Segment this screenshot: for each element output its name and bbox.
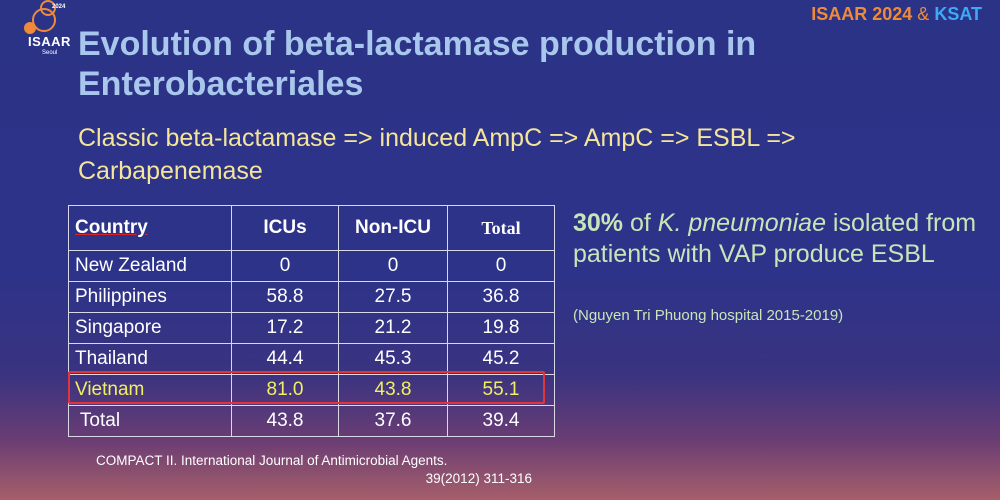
logo-name: ISAAR — [28, 34, 71, 49]
cell-country: Singapore — [68, 312, 232, 344]
cell-total: 19.8 — [447, 312, 555, 344]
header-total: Total — [447, 205, 555, 251]
reference-line-1: COMPACT II. International Journal of Ant… — [96, 453, 448, 468]
reference: COMPACT II. International Journal of Ant… — [96, 452, 532, 488]
esbl-table: Country ICUs Non-ICU Total New Zealand 0… — [68, 205, 555, 437]
table-header-row: Country ICUs Non-ICU Total — [68, 205, 555, 251]
cell-country: Vietnam — [68, 374, 232, 406]
logo-year: 2024 — [52, 4, 66, 10]
cell-country: Total — [68, 405, 232, 437]
cell-non-icu: 0 — [338, 250, 448, 282]
note-text-1: of — [623, 209, 658, 237]
esbl-note: 30% of K. pneumoniae isolated from patie… — [573, 208, 983, 270]
cell-non-icu: 45.3 — [338, 343, 448, 375]
table-row: Thailand 44.4 45.3 45.2 — [68, 343, 555, 375]
logo-dot-icon — [24, 22, 36, 34]
isaar-logo: 2024 ISAAR Seoul — [22, 0, 80, 58]
cell-icus: 58.8 — [231, 281, 339, 313]
cell-icus: 44.4 — [231, 343, 339, 375]
conference-label: ISAAR 2024 & KSAT — [811, 4, 982, 25]
table-row-highlighted: Vietnam 81.0 43.8 55.1 — [68, 374, 555, 406]
table-row: Singapore 17.2 21.2 19.8 — [68, 312, 555, 344]
table-row: Philippines 58.8 27.5 36.8 — [68, 281, 555, 313]
cell-non-icu: 37.6 — [338, 405, 448, 437]
logo-city: Seoul — [42, 50, 58, 56]
note-organism: K. pneumoniae — [657, 209, 826, 237]
slide-subtitle: Classic beta-lactamase => induced AmpC =… — [78, 124, 796, 185]
note-source: (Nguyen Tri Phuong hospital 2015-2019) — [573, 307, 844, 324]
reference-line-2: 39(2012) 311-316 — [425, 471, 532, 486]
header-icus: ICUs — [231, 205, 339, 251]
table-row: New Zealand 0 0 0 — [68, 250, 555, 282]
cell-total: 55.1 — [447, 374, 555, 406]
cell-icus: 43.8 — [231, 405, 339, 437]
slide-title: Evolution of beta-lactamase production i… — [78, 25, 757, 103]
cell-non-icu: 43.8 — [338, 374, 448, 406]
cell-total: 39.4 — [447, 405, 555, 437]
conf-amp: & — [917, 4, 930, 24]
cell-icus: 81.0 — [231, 374, 339, 406]
conf-ksat: KSAT — [934, 4, 982, 24]
conf-isaar: ISAAR 2024 — [811, 4, 913, 24]
cell-country: New Zealand — [68, 250, 232, 282]
cell-total: 0 — [447, 250, 555, 282]
note-text-2: isolated from patients with VAP produce … — [573, 209, 977, 268]
cell-country: Philippines — [68, 281, 232, 313]
header-non-icu: Non-ICU — [338, 205, 448, 251]
cell-country: Thailand — [68, 343, 232, 375]
cell-total: 45.2 — [447, 343, 555, 375]
table-row-total: Total 43.8 37.6 39.4 — [68, 405, 555, 437]
cell-non-icu: 21.2 — [338, 312, 448, 344]
cell-icus: 0 — [231, 250, 339, 282]
note-percentage: 30% — [573, 209, 624, 237]
cell-non-icu: 27.5 — [338, 281, 448, 313]
logo-ring-icon — [32, 8, 56, 32]
cell-total: 36.8 — [447, 281, 555, 313]
cell-icus: 17.2 — [231, 312, 339, 344]
header-country: Country — [68, 205, 232, 251]
